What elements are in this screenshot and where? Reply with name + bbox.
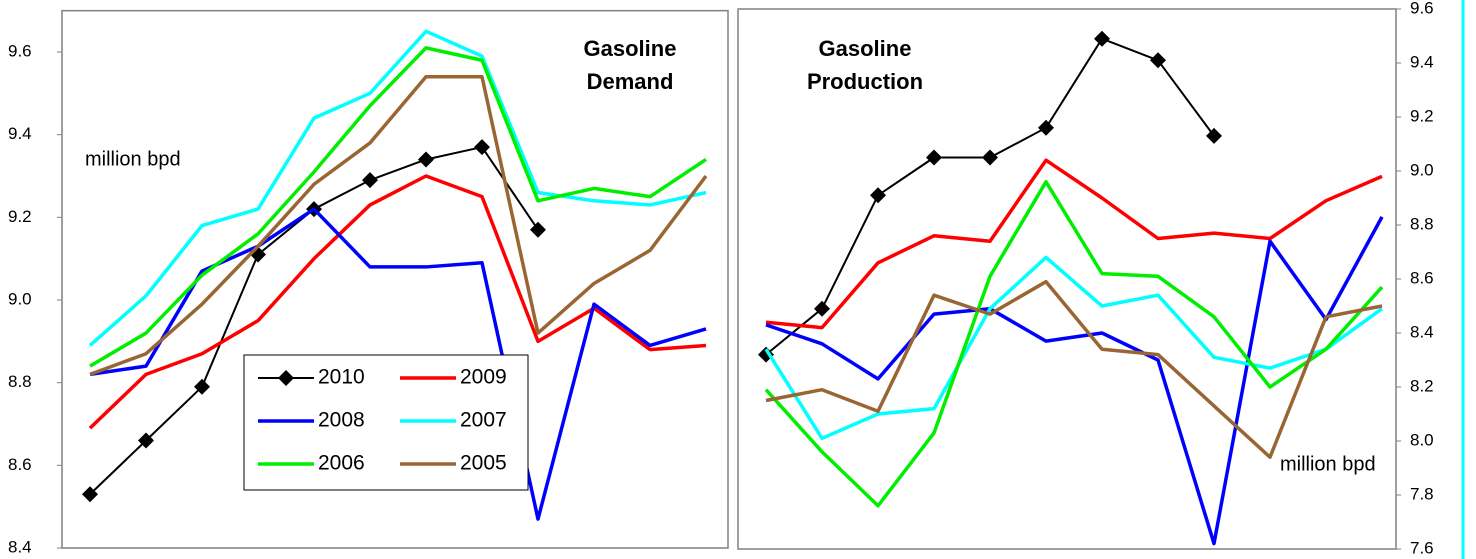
series-line bbox=[765, 216, 1384, 546]
y-axis-label: million bpd bbox=[85, 148, 181, 170]
y-tick-label: 8.6 bbox=[1410, 268, 1434, 287]
y-tick-label: 8.8 bbox=[1410, 214, 1434, 233]
legend-label: 2006 bbox=[318, 452, 365, 475]
y-tick-label: 8.2 bbox=[1410, 376, 1434, 395]
data-point bbox=[474, 139, 490, 156]
y-tick-label: 9.4 bbox=[8, 124, 32, 143]
data-point bbox=[926, 149, 942, 166]
series-line bbox=[89, 75, 708, 377]
data-point bbox=[1150, 52, 1166, 69]
y-tick-label: 9.0 bbox=[1410, 160, 1434, 179]
chart-title: Gasoline bbox=[819, 36, 912, 61]
series-line bbox=[88, 174, 707, 430]
data-point bbox=[530, 221, 546, 238]
data-point bbox=[1094, 30, 1110, 47]
legend-label: 2009 bbox=[460, 366, 507, 389]
data-point bbox=[1206, 127, 1222, 144]
series-line bbox=[764, 255, 1384, 441]
legend-label: 2005 bbox=[460, 452, 507, 475]
chart-title: Production bbox=[807, 69, 923, 94]
y-tick-label: 9.2 bbox=[1410, 106, 1434, 125]
data-point bbox=[870, 187, 886, 204]
data-point bbox=[418, 151, 434, 168]
y-tick-label: 8.4 bbox=[1410, 322, 1434, 341]
legend-label: 2010 bbox=[318, 366, 365, 389]
legend-label: 2008 bbox=[318, 409, 365, 432]
chart-title: Gasoline bbox=[584, 36, 677, 61]
legend-label: 2007 bbox=[460, 409, 507, 432]
y-tick-label: 8.4 bbox=[8, 537, 32, 556]
data-point bbox=[194, 378, 210, 395]
y-tick-label: 8.6 bbox=[8, 455, 32, 474]
series-line bbox=[88, 29, 707, 347]
y-tick-label: 9.4 bbox=[1410, 52, 1434, 71]
y-tick-label: 9.6 bbox=[1410, 0, 1434, 17]
series-line bbox=[764, 180, 1384, 508]
y-tick-label: 8.0 bbox=[1410, 430, 1434, 449]
y-tick-label: 9.6 bbox=[8, 41, 32, 60]
series-line bbox=[89, 46, 707, 368]
data-point bbox=[1038, 119, 1054, 136]
legend-marker bbox=[278, 370, 294, 386]
data-point bbox=[814, 300, 830, 317]
y-tick-label: 9.0 bbox=[8, 289, 32, 308]
data-point bbox=[362, 172, 378, 189]
y-tick-label: 7.8 bbox=[1410, 484, 1434, 503]
y-tick-label: 9.2 bbox=[8, 207, 32, 226]
data-point bbox=[138, 432, 154, 449]
data-point bbox=[82, 486, 98, 503]
series-line bbox=[765, 279, 1383, 459]
plot-frame bbox=[61, 9, 729, 549]
data-point bbox=[982, 149, 998, 166]
y-tick-label: 7.6 bbox=[1410, 538, 1434, 557]
y-tick-label: 8.8 bbox=[8, 372, 32, 391]
chart-title: Demand bbox=[587, 69, 674, 94]
y-axis-label: million bpd bbox=[1280, 453, 1376, 475]
series-line bbox=[765, 158, 1383, 330]
